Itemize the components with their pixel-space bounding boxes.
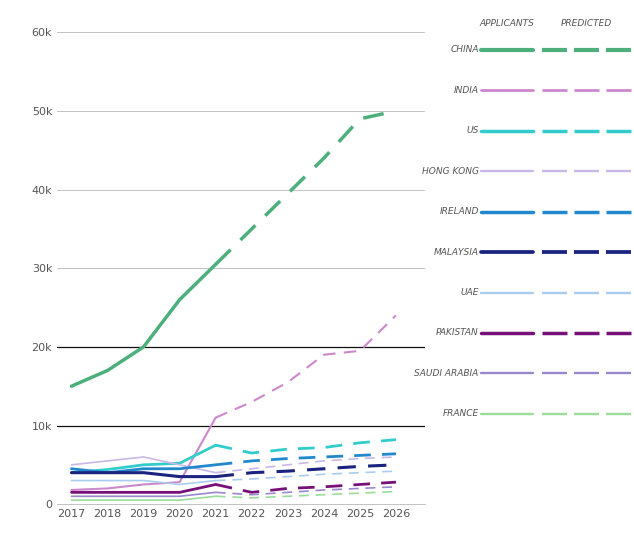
Text: SAUDI ARABIA: SAUDI ARABIA <box>415 369 479 378</box>
Text: CHINA: CHINA <box>450 45 479 54</box>
Text: IRELAND: IRELAND <box>439 207 479 216</box>
Text: PAKISTAN: PAKISTAN <box>436 329 479 337</box>
Text: MALAYSIA: MALAYSIA <box>434 248 479 257</box>
Text: UAE: UAE <box>460 288 479 297</box>
Text: FRANCE: FRANCE <box>443 409 479 418</box>
Text: PREDICTED: PREDICTED <box>561 19 612 28</box>
Text: INDIA: INDIA <box>454 86 479 95</box>
Text: HONG KONG: HONG KONG <box>422 167 479 176</box>
Text: US: US <box>466 126 479 135</box>
Text: APPLICANTS: APPLICANTS <box>479 19 534 28</box>
